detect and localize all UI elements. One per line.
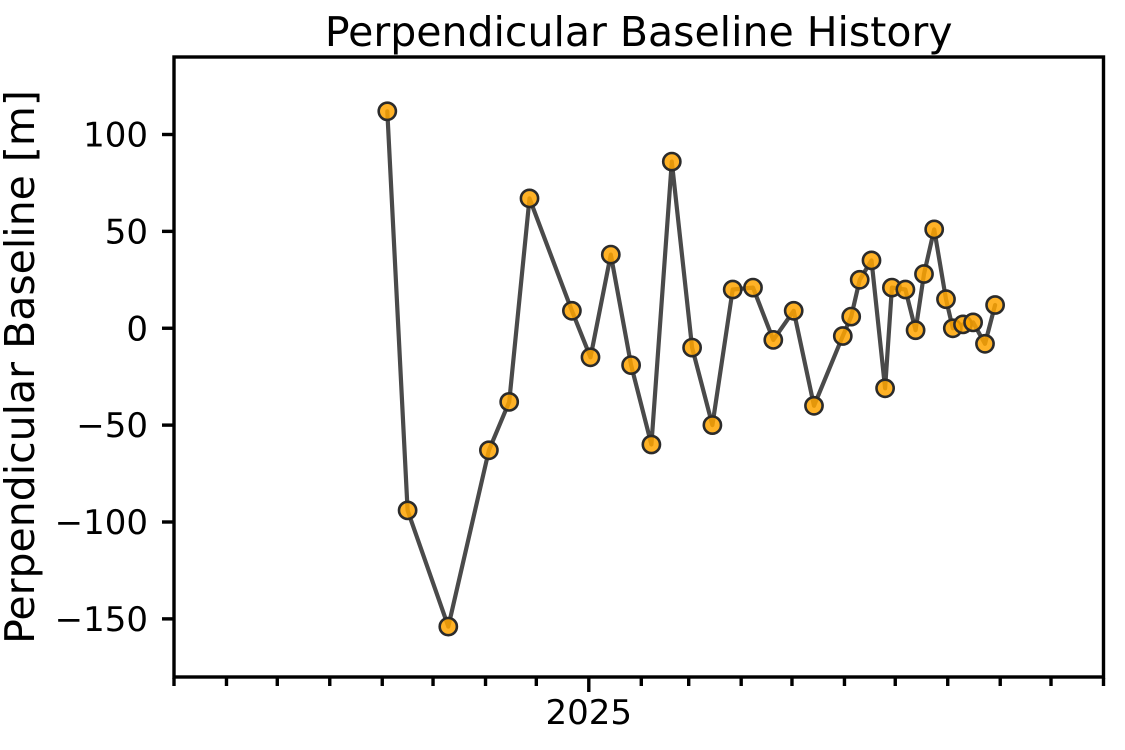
chart-title: Perpendicular Baseline History [325, 8, 953, 56]
data-point-marker [783, 300, 804, 321]
data-point-marker [895, 279, 916, 300]
data-point-marker [763, 329, 784, 350]
data-point-marker [519, 188, 540, 209]
y-axis-tick-label: −50 [76, 406, 148, 446]
data-point-marker [621, 355, 642, 376]
data-point-marker [861, 250, 882, 271]
x-axis-tick-label: 2025 [546, 693, 633, 733]
data-point-marker [580, 347, 601, 368]
data-point-marker [661, 151, 682, 172]
axes-layer: 100 50 0 −50 −100 −150 [55, 116, 1106, 692]
data-point-marker [722, 279, 743, 300]
data-point-marker [905, 320, 926, 341]
data-point-marker [478, 440, 499, 461]
data-point-marker [875, 378, 896, 399]
data-point-marker [641, 434, 662, 455]
y-axis-tick-label: 100 [83, 116, 148, 156]
data-series-group [377, 101, 1006, 637]
data-point-marker [682, 337, 703, 358]
data-point-marker [841, 306, 862, 327]
data-point-marker [985, 295, 1006, 315]
data-point-marker [975, 333, 995, 354]
y-axis-tick-label: −150 [55, 600, 148, 640]
data-point-marker [963, 312, 984, 333]
data-point-marker [438, 616, 459, 637]
data-point-marker [936, 289, 956, 310]
y-axis-label: Perpendicular Baseline [m] [0, 90, 44, 644]
y-axis-tick-label: −100 [55, 503, 148, 543]
baseline-series-line [385, 109, 998, 629]
data-point-marker [832, 326, 853, 346]
data-point-marker [397, 500, 418, 521]
data-point-marker [743, 277, 763, 298]
plot-border [172, 55, 1106, 679]
data-point-marker [499, 391, 520, 412]
data-point-marker [924, 219, 945, 240]
data-point-marker [849, 269, 870, 290]
data-point-marker [562, 300, 582, 321]
y-axis-tick-label: 50 [105, 212, 148, 252]
y-axis-tick-label: 0 [126, 309, 148, 349]
data-point-marker [600, 244, 621, 265]
data-point-marker [804, 395, 824, 416]
data-point-marker [377, 101, 398, 122]
data-point-marker [702, 415, 723, 436]
data-point-marker [914, 264, 934, 284]
